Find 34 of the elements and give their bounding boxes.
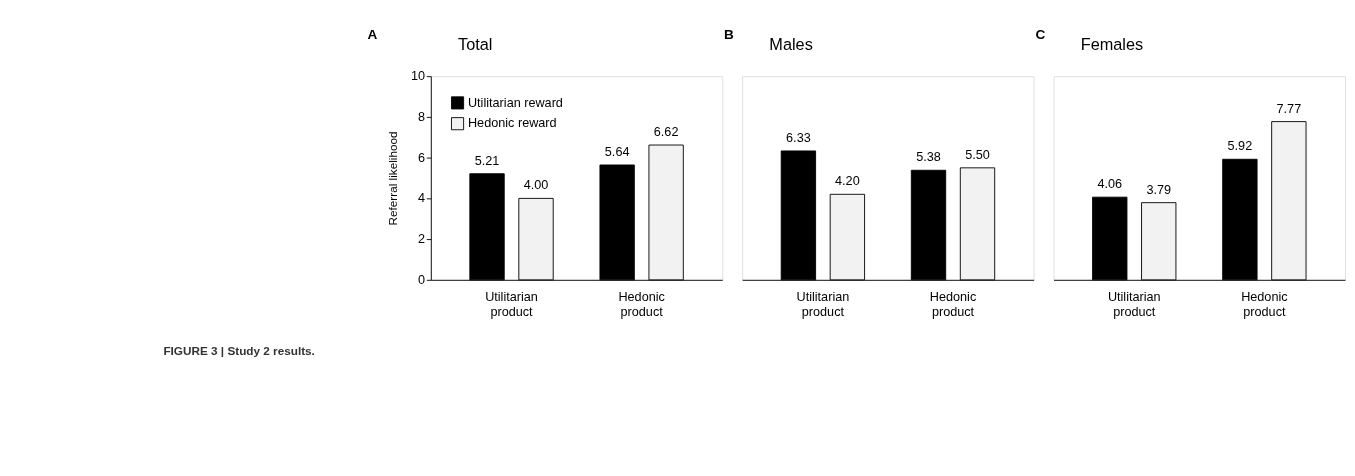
text: A bbox=[367, 27, 378, 43]
data-label: 6.62 bbox=[653, 124, 679, 139]
data-label: 5.38 bbox=[916, 150, 941, 165]
y-tick-label: 0 bbox=[417, 272, 425, 287]
data-label: 4.20 bbox=[835, 174, 860, 189]
text: C bbox=[1035, 27, 1046, 43]
data-label: 7.77 bbox=[1276, 101, 1302, 116]
data-label: 5.92 bbox=[1227, 139, 1253, 154]
x-tick-label: Hedonic product bbox=[618, 290, 665, 319]
data-label: 4.06 bbox=[1097, 177, 1123, 192]
data-label: 5.64 bbox=[604, 144, 630, 159]
x-tick-label: Utilitarian product bbox=[1107, 290, 1161, 319]
x-tick-label: Utilitarian product bbox=[485, 290, 538, 319]
legend-label: Hedonic reward bbox=[467, 116, 557, 131]
data-label: 6.33 bbox=[786, 130, 811, 145]
text: B bbox=[724, 27, 735, 43]
data-label: 5.21 bbox=[474, 153, 500, 168]
x-tick-label: Utilitarian product bbox=[796, 290, 850, 319]
y-tick-label: 8 bbox=[417, 109, 425, 124]
y-axis-title: Referral likelihood bbox=[386, 131, 400, 226]
x-tick-label: Hedonic product bbox=[1241, 290, 1288, 319]
chart-title: Females bbox=[1080, 34, 1144, 53]
y-tick-label: 10 bbox=[410, 69, 425, 84]
y-tick-label: 2 bbox=[417, 232, 425, 247]
chart-title: Males bbox=[769, 34, 813, 53]
data-label: 3.79 bbox=[1146, 182, 1172, 197]
chart-title: Total bbox=[458, 34, 493, 53]
y-tick-label: 4 bbox=[417, 191, 425, 206]
legend-label: Utilitarian reward bbox=[467, 95, 563, 110]
y-tick-label: 6 bbox=[417, 150, 425, 165]
x-tick-label: Hedonic product bbox=[929, 290, 977, 319]
data-label: 4.00 bbox=[523, 178, 549, 193]
caption: FIGURE 3 | Study 2 results. bbox=[163, 343, 315, 357]
data-label: 5.50 bbox=[965, 147, 990, 162]
